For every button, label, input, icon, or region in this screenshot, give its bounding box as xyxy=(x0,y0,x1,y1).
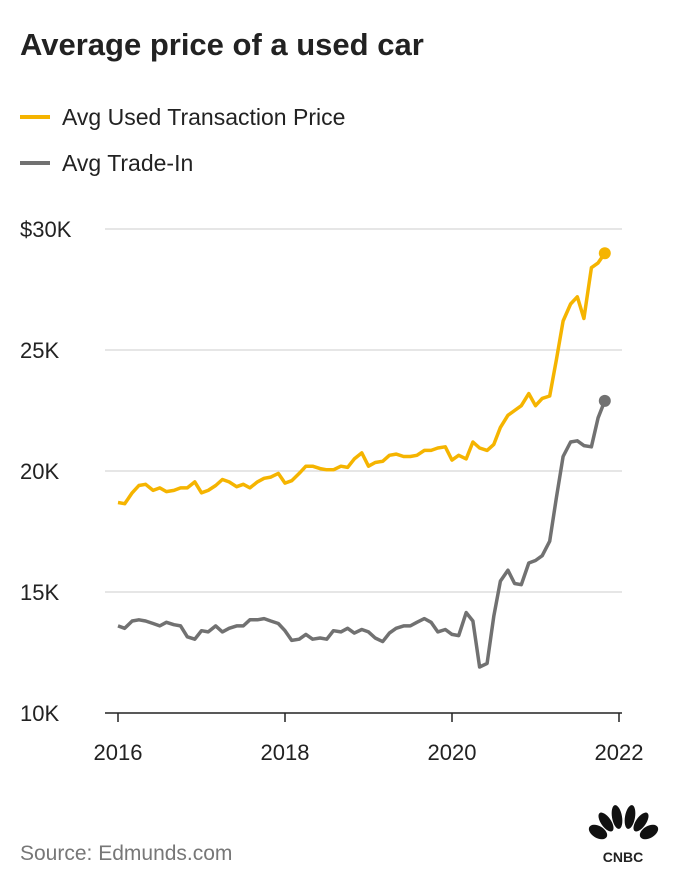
chart-title: Average price of a used car xyxy=(20,27,424,62)
logo: CNBC xyxy=(588,805,659,865)
y-tick-label: $30K xyxy=(20,217,72,242)
x-tick-label: 2016 xyxy=(94,740,143,765)
y-tick-label: 20K xyxy=(20,459,59,484)
x-tick-label: 2020 xyxy=(428,740,477,765)
x-tick-label: 2018 xyxy=(261,740,310,765)
logo-peacock xyxy=(588,805,659,840)
end-dot xyxy=(598,247,611,260)
logo-text: CNBC xyxy=(603,849,643,865)
legend-label: Avg Used Transaction Price xyxy=(62,104,345,130)
source: Source: Edmunds.com xyxy=(20,842,232,865)
legend-label: Avg Trade-In xyxy=(62,150,193,176)
series-line xyxy=(117,400,607,669)
x-tick-label: 2022 xyxy=(595,740,644,765)
series-line xyxy=(117,252,607,506)
end-dot xyxy=(598,394,611,407)
y-tick-label: 10K xyxy=(20,701,59,726)
y-tick-label: 25K xyxy=(20,338,59,363)
y-tick-label: 15K xyxy=(20,580,59,605)
